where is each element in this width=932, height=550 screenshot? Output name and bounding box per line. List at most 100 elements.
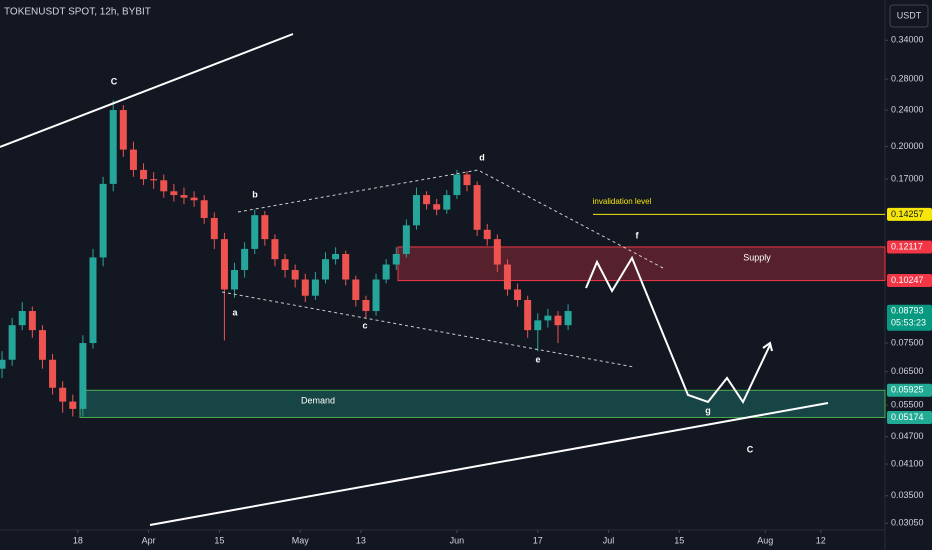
- candle-body: [402, 225, 410, 254]
- candle-body: [524, 299, 532, 331]
- wave-label: b: [252, 189, 258, 199]
- price-tags: 0.14257 0.12117 0.10247 0.08793 05:53:23 0.05…: [887, 207, 932, 424]
- candle-body: [483, 229, 491, 240]
- candle-body: [412, 195, 420, 226]
- demand-label: Demand: [301, 395, 335, 405]
- candle-body: [28, 311, 36, 331]
- candle-body: [514, 289, 522, 300]
- dashed-line: [221, 291, 635, 368]
- candle-body: [241, 248, 249, 271]
- y-tick-label: 0.20000: [891, 141, 924, 151]
- candle-body: [433, 204, 441, 210]
- x-tick-label: Jul: [603, 535, 615, 545]
- candle-body: [210, 218, 218, 240]
- x-tick-label: Apr: [142, 535, 156, 545]
- y-tick-label: 0.06500: [891, 366, 924, 376]
- x-tick-label: Aug: [757, 535, 773, 545]
- candle-body: [79, 343, 87, 409]
- candle-body: [49, 359, 57, 388]
- supply-zone: [397, 246, 886, 282]
- candle-body: [109, 110, 117, 184]
- trend-line: [0, 33, 294, 148]
- candle-body: [372, 279, 380, 312]
- wave-label: C: [111, 76, 118, 86]
- candle-body: [321, 259, 329, 280]
- candle-body: [150, 179, 158, 181]
- candle-body: [453, 174, 461, 196]
- y-tick-label: 0.03500: [891, 490, 924, 500]
- wave-label: e: [535, 354, 540, 364]
- price-tag: [887, 274, 932, 288]
- trend-line: [149, 402, 829, 526]
- candle-body: [503, 264, 511, 290]
- currency[interactable]: USDT: [897, 10, 922, 20]
- candle-body: [443, 195, 451, 210]
- y-tick-label: 0.24000: [891, 104, 924, 114]
- wave-label: d: [479, 152, 485, 162]
- candle-body: [261, 215, 269, 240]
- price-tag-label: 0.14257: [891, 209, 924, 219]
- y-tick-label: 0.07500: [891, 337, 924, 347]
- price-tag-label: 0.12117: [891, 241, 923, 251]
- candle-body: [0, 359, 6, 369]
- candle-body: [311, 279, 319, 296]
- price-tag-label: 0.05174: [891, 412, 924, 422]
- candle-body: [564, 311, 572, 326]
- candles: [0, 100, 572, 417]
- wave-label: g: [705, 405, 711, 415]
- axis: 0.34000 0.28000 0.24000 0.20000 0.17000 0.075…: [73, 35, 924, 546]
- candle-body: [362, 299, 370, 312]
- x-tick-label: 18: [73, 535, 83, 545]
- drawings: [0, 33, 829, 526]
- candle-body: [38, 330, 46, 360]
- candle-body: [534, 320, 542, 331]
- price-tag: [887, 207, 932, 221]
- candle-body: [554, 315, 562, 326]
- countdown: 05:53:23: [891, 318, 926, 328]
- candle-body: [291, 270, 299, 280]
- wave-label: f: [636, 230, 640, 240]
- price-tag: [887, 240, 932, 254]
- y-tick-label: 0.04100: [891, 458, 924, 468]
- arrow-head: [762, 341, 773, 352]
- candle-body: [382, 264, 390, 280]
- currency-box[interactable]: [889, 4, 929, 28]
- wave-label: a: [232, 307, 238, 317]
- candle-body: [129, 149, 137, 170]
- supply-label: Supply: [743, 252, 771, 262]
- candle-body: [271, 239, 279, 260]
- x-tick-label: 15: [214, 535, 224, 545]
- wave-label: c: [362, 320, 367, 330]
- candle-body: [301, 279, 309, 296]
- candle-body: [69, 401, 77, 409]
- candle-body: [89, 257, 97, 344]
- candle-body: [473, 185, 481, 230]
- demand-zone: [79, 389, 886, 418]
- price-tag: [887, 304, 932, 331]
- candle-body: [140, 169, 148, 180]
- candle-body: [8, 325, 16, 360]
- candle-body: [231, 270, 239, 290]
- y-tick-label: 0.34000: [891, 35, 924, 45]
- invalidation-label: invalidation level: [593, 197, 652, 206]
- price-tag-label: 0.08793: [891, 306, 924, 316]
- y-tick-label: 0.05500: [891, 400, 924, 410]
- candle-body: [493, 239, 501, 265]
- x-tick-label: 13: [356, 535, 366, 545]
- candle-body: [544, 315, 552, 321]
- wave-label: C: [747, 444, 754, 454]
- x-tick-label: 17: [533, 535, 543, 545]
- x-tick-label: 15: [674, 535, 684, 545]
- candle-body: [99, 183, 107, 258]
- y-tick-label: 0.17000: [891, 174, 924, 184]
- candle-body: [251, 215, 259, 249]
- candle-body: [463, 174, 471, 186]
- candle-body: [59, 387, 67, 402]
- y-tick-label: 0.28000: [891, 74, 924, 84]
- projection-path: [585, 255, 771, 405]
- candle-body: [352, 279, 360, 300]
- candle-body: [190, 197, 198, 201]
- candle-body: [170, 191, 178, 196]
